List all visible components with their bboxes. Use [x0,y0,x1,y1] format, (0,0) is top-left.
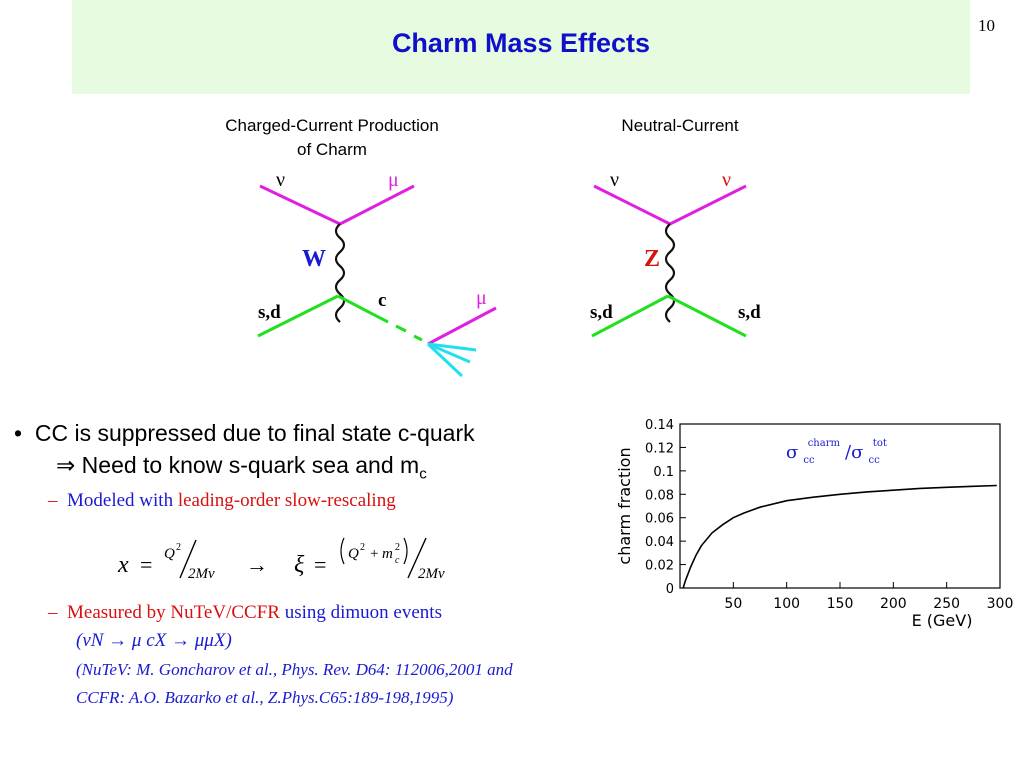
eq-q2: Q [348,546,359,562]
dash2-red-text: Measured by NuTeV/CCFR [67,602,280,623]
eq-q: Q [164,546,175,562]
cc-charm-label: c [378,290,386,311]
dash2-blue-text: using dimuon events [284,602,442,623]
dash-item-measured: – Measured by NuTeV/CCFR using dimuon ev… [48,602,442,624]
cc-label-line2: of Charm [297,140,367,159]
cc-mu-line [339,184,415,226]
eq-paren-close [403,537,408,565]
eq-slash-1 [179,539,197,579]
cc-mu-label: μ [388,169,399,191]
bullet-line2-sub: c [419,465,427,483]
nc-quark-out-line [667,294,747,338]
legend-sigma-2: /σ [845,442,863,463]
cc-diagram-label: Charged-Current Production of Charm [172,114,492,162]
chart-y-tick-label: 0.06 [645,512,674,527]
nc-nu-out-line [669,184,747,226]
reference-line1: (NuTeV: M. Goncharov et al., Phys. Rev. … [76,660,513,679]
nc-nu-in-label: ν [610,169,619,191]
chart-y-tick-label: 0.14 [645,418,674,433]
nc-quark-in-label: s,d [590,302,613,323]
cc-quark-in-label: s,d [258,302,281,323]
dimuon-process: (νN → μ cX → μμX) [76,630,232,651]
chart-x-tick-label: 200 [880,596,907,612]
chart-x-label: E (GeV) [912,611,973,630]
cc-w-label: W [302,246,326,272]
charm-fraction-chart: charm fraction E (GeV) σ cc charm /σ cc … [615,418,1014,630]
nc-quark-in-line [591,294,669,338]
dash1-marker: – [48,490,67,511]
chart-y-tick-label: 0.02 [645,559,674,574]
eq-m-sub-c: c [395,555,400,566]
chart-y-tick-label: 0.04 [645,535,674,550]
legend-sub-2: cc [869,455,881,466]
nc-nu-in-line [593,184,671,226]
neutral-current-diagram: ν ν Z s,d s,d [590,169,761,338]
cc-mu-out-label: μ [476,287,487,309]
eq-equals-2: = [314,552,326,577]
chart-x-tick-label: 300 [987,596,1014,612]
eq-m-sq: 2 [395,542,400,553]
cc-charm-line [337,294,389,324]
chart-x-tick-label: 250 [933,596,960,612]
bullet-line2: ⇒ Need to know s-quark sea and mc [56,452,427,483]
slide-number: 10 [978,16,995,35]
dash-item-modeled: – Modeled with leading-order slow-rescal… [48,490,396,512]
cc-mu-out-line [427,306,497,346]
nc-nu-out-label: ν [722,169,731,191]
dash1-red-text: leading-order slow-rescaling [177,490,396,511]
eq-2mnu-1: 2Mν [188,566,215,582]
eq-paren-open [340,537,345,565]
chart-y-tick-label: 0.08 [645,488,674,503]
cc-label-line1: Charged-Current Production [225,116,439,135]
chart-y-label: charm fraction [615,447,634,564]
nc-diagram-label: Neutral-Current [621,116,739,135]
cc-w-propagator [334,223,346,323]
title-band [72,0,970,94]
chart-legend: σ cc charm /σ cc tot [786,431,887,467]
bullet-line2-text: Need to know s-quark sea and m [81,452,420,478]
charged-current-diagram: ν μ W s,d c μ [257,169,497,378]
chart-series-line [682,484,997,589]
nc-z-propagator [664,223,676,323]
chart-y-tick-label: 0.12 [645,441,674,456]
chart-x-tick-label: 100 [773,596,800,612]
legend-sigma-1: σ [786,442,798,463]
bullet-main: • CC is suppressed due to final state c-… [14,420,475,447]
chart-y-tick-label: 0.1 [653,465,674,480]
legend-sup-1: charm [808,438,841,449]
eq-q2-sq: 2 [360,542,365,553]
eq-equals-1: = [140,552,152,577]
eq-plus: + [370,546,378,562]
slow-rescaling-equation: x = Q 2 2Mν → ξ = Q 2 + m 2 c 2Mν [117,537,445,582]
cc-nu-label: ν [276,169,285,191]
eq-arrow: → [246,552,268,577]
cc-charm-dash2 [413,334,423,342]
bullet-line1: CC is suppressed due to final state c-qu… [34,420,475,446]
cc-charm-dash1 [395,324,407,333]
cc-jet-2 [427,342,471,364]
reference-line2: CCFR: A.O. Bazarko et al., Z.Phys.C65:18… [76,688,454,707]
cc-jet-1 [427,342,477,352]
bullet-dot: • [14,420,35,446]
chart-x-tick-label: 50 [724,596,742,612]
eq-x: x [117,552,129,578]
legend-sup-2: tot [873,438,887,449]
chart-x-tick-label: 150 [827,596,854,612]
eq-xi: ξ [294,552,305,578]
cc-quark-in-line [257,294,339,338]
eq-slash-2 [407,537,427,579]
legend-sub-1: cc [803,455,815,466]
nc-z-label: Z [644,246,660,272]
cc-nu-line [259,184,341,226]
nc-quark-out-label: s,d [738,302,761,323]
eq-q-sq: 2 [176,542,181,553]
dash1-blue-text: Modeled with [67,490,174,511]
page-title: Charm Mass Effects [391,28,651,58]
eq-2mnu-2: 2Mν [418,566,445,582]
eq-m: m [382,546,393,562]
chart-y-tick-label: 0 [666,582,674,597]
dash2-marker: – [48,602,67,623]
cc-jet-3 [426,342,464,378]
implies-arrow: ⇒ [56,453,76,478]
